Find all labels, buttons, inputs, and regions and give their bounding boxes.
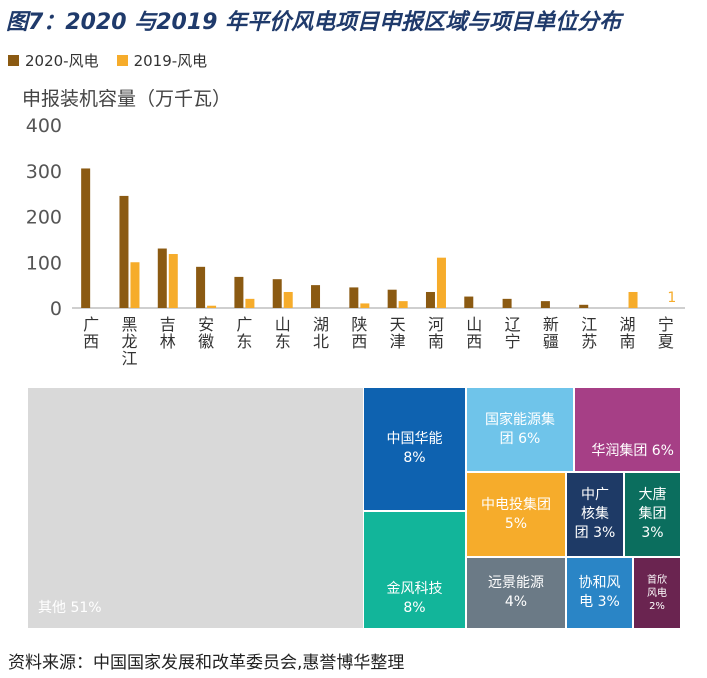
- treemap-tile: 金风科技 8%: [364, 512, 465, 628]
- bar-2020-河南: [425, 291, 435, 308]
- annotation-label: 1: [667, 290, 676, 306]
- x-tick-label: 林: [160, 332, 176, 351]
- x-tick-label: 安: [198, 315, 214, 334]
- treemap-tile: 其他 51%: [28, 388, 363, 628]
- x-tick-label: 夏: [658, 332, 674, 351]
- legend-label-2020: 2020-风电: [25, 52, 99, 70]
- x-tick-label: 江: [581, 315, 597, 334]
- treemap-tile-label: 大唐 集团 3%: [638, 487, 667, 541]
- bar-2020-辽宁: [502, 298, 512, 308]
- treemap-tile: 协和风 电 3%: [567, 558, 632, 628]
- treemap-tile-label: 首欣 风电 2%: [647, 574, 667, 612]
- treemap-tile-label: 远景能源 4%: [488, 575, 544, 610]
- bar-2020-陕西: [349, 287, 359, 308]
- y-tick-label: 100: [26, 252, 62, 274]
- x-tick-label: 广: [236, 315, 252, 334]
- x-tick-label: 东: [236, 332, 252, 351]
- x-tick-label: 西: [466, 332, 482, 351]
- y-tick-label: 200: [26, 207, 62, 229]
- bar-2020-湖北: [311, 285, 321, 308]
- x-tick-label: 山: [466, 315, 482, 334]
- treemap-tile-label: 金风科技 8%: [386, 581, 443, 616]
- bar-2019-陕西: [360, 303, 370, 308]
- x-tick-label: 苏: [581, 332, 597, 351]
- x-tick-label: 宁: [658, 315, 674, 334]
- bar-2019-吉林: [168, 254, 178, 308]
- bar-2019-湖南: [628, 291, 638, 308]
- bar-2020-江苏: [579, 304, 589, 308]
- treemap-tile: 中电投集团 5%: [467, 473, 565, 556]
- treemap-tile-label: 中国华能 8%: [386, 431, 443, 466]
- x-tick-label: 西: [351, 332, 367, 351]
- legend-item-2019: 2019-风电: [116, 50, 208, 71]
- y-axis-label: 申报装机容量（万千瓦）: [22, 88, 232, 110]
- treemap-tile: 首欣 风电 2%: [634, 558, 680, 628]
- legend-swatch-2019: [116, 55, 128, 66]
- bar-2020-山东: [272, 279, 282, 308]
- x-tick-label: 吉: [160, 315, 176, 334]
- treemap-tile: 远景能源 4%: [467, 558, 565, 628]
- bar-2019-山东: [283, 291, 293, 308]
- chart-title: 图7：2020 与2019 年平价风电项目申报区域与项目单位分布: [6, 10, 622, 35]
- bar-2019-安徽: [207, 305, 217, 308]
- bar-2020-新疆: [540, 301, 550, 308]
- bar-2020-天津: [387, 289, 397, 308]
- bar-2019-广东: [245, 298, 255, 308]
- x-tick-label: 徽: [198, 332, 214, 351]
- x-tick-label: 南: [620, 332, 636, 351]
- x-tick-label: 西: [83, 332, 99, 351]
- treemap-tile-label: 华润集团 6%: [591, 443, 674, 459]
- bar-2020-山西: [464, 296, 474, 308]
- treemap-tile: 中国华能 8%: [364, 388, 465, 510]
- x-tick-label: 陕: [351, 315, 367, 334]
- x-tick-label: 南: [428, 332, 444, 351]
- legend: 2020-风电 2019-风电: [8, 50, 207, 71]
- x-tick-label: 新: [543, 315, 559, 334]
- treemap-tile: 华润集团 6%: [575, 388, 680, 471]
- treemap-tile-label: 中广 核集 团 3%: [574, 487, 616, 541]
- bar-2019-河南: [436, 257, 446, 308]
- x-tick-label: 江: [121, 349, 137, 368]
- x-tick-label: 东: [275, 332, 291, 351]
- x-tick-label: 宁: [505, 332, 521, 351]
- treemap-tile: 中广 核集 团 3%: [567, 473, 623, 556]
- treemap-tile-label: 中电投集团 5%: [481, 496, 551, 532]
- x-tick-label: 龙: [121, 332, 137, 351]
- bar-2019-天津: [398, 301, 408, 308]
- bar-2020-安徽: [196, 266, 206, 308]
- bar-2020-黑龙江: [119, 195, 129, 308]
- x-tick-label: 湖: [620, 315, 636, 334]
- treemap-tile: 大唐 集团 3%: [625, 473, 680, 556]
- y-tick-label: 400: [26, 115, 62, 137]
- y-tick-label: 300: [26, 161, 62, 183]
- legend-swatch-2020: [8, 55, 19, 66]
- x-tick-label: 广: [83, 315, 99, 334]
- x-tick-label: 天: [390, 315, 406, 334]
- x-tick-label: 疆: [543, 332, 559, 351]
- treemap-tile-label: 协和风 电 3%: [578, 575, 621, 610]
- legend-item-2020: 2020-风电: [8, 50, 99, 71]
- x-tick-label: 河: [428, 315, 444, 334]
- x-tick-label: 津: [390, 332, 406, 351]
- x-tick-label: 山: [275, 315, 291, 334]
- x-tick-label: 黑: [121, 315, 137, 334]
- treemap-tile-label: 国家能源集 团 6%: [485, 411, 555, 447]
- bar-2020-广西: [81, 168, 91, 308]
- bar-2020-吉林: [157, 248, 167, 308]
- treemap-tile-label: 其他 51%: [38, 600, 102, 616]
- bar-chart: 0100200300400广西黑龙江吉林安徽广东山东湖北陕西天津河南山西辽宁新疆…: [26, 115, 685, 368]
- legend-label-2019: 2019-风电: [133, 52, 208, 70]
- x-tick-label: 北: [313, 332, 329, 351]
- bar-2019-黑龙江: [130, 262, 140, 308]
- x-tick-label: 湖: [313, 315, 329, 334]
- source-note: 资料来源：中国国家发展和改革委员会,惠誉博华整理: [8, 653, 405, 673]
- treemap-tile: 国家能源集 团 6%: [467, 388, 573, 471]
- x-tick-label: 辽: [505, 315, 521, 334]
- y-tick-label: 0: [50, 298, 62, 320]
- bar-2020-广东: [234, 276, 244, 308]
